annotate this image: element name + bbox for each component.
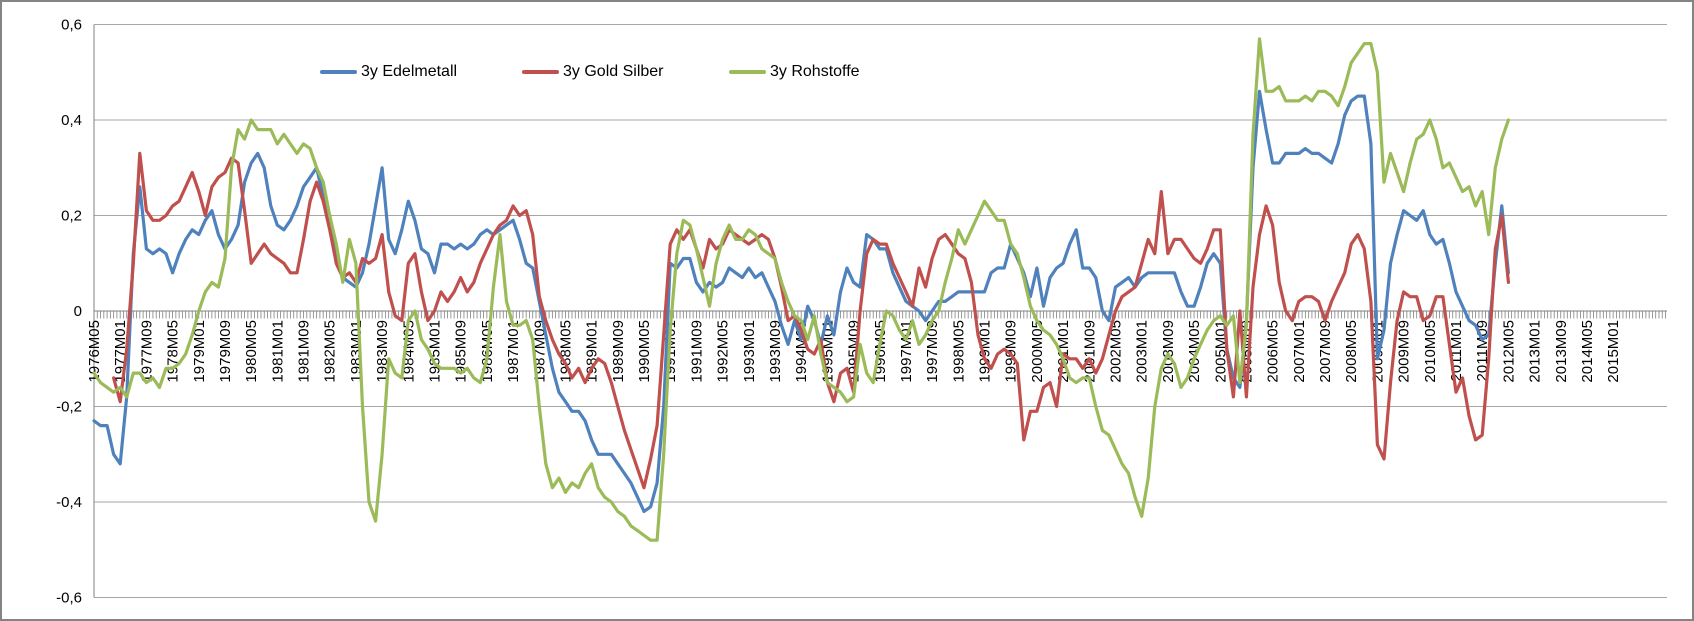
x-axis-tick-label: 1998M05: [950, 320, 967, 383]
x-axis-tick-label: 2014M05: [1579, 320, 1596, 383]
legend-line-swatch-blue: [320, 70, 357, 74]
x-axis-tick-label: 1989M01: [584, 320, 601, 383]
x-axis-tick-label: 1989M09: [610, 320, 627, 383]
x-axis-tick-label: 2012M05: [1500, 320, 1517, 383]
x-axis-tick-label: 1978M05: [165, 320, 182, 383]
legend-label: 3y Rohstoffe: [770, 63, 860, 80]
legend-item-gold-silber: 3y Gold Silber: [522, 63, 664, 81]
y-axis-tick-label: 0: [74, 303, 82, 320]
y-axis-tick-label: -0,4: [56, 494, 82, 511]
legend-item-rohstoffe: 3y Rohstoffe: [729, 63, 860, 81]
y-axis-tick-label: 0,6: [61, 17, 82, 34]
x-axis-tick-label: 1999M01: [977, 320, 994, 383]
y-axis-tick-label: 0,2: [61, 208, 82, 225]
x-axis-tick-label: 1977M09: [138, 320, 155, 383]
series-line-3y-rohstoffe: [92, 37, 1511, 542]
x-axis-tick-label: 1979M09: [217, 320, 234, 383]
legend-label: 3y Gold Silber: [563, 63, 664, 80]
x-axis-tick-label: 2010M05: [1422, 320, 1439, 383]
y-axis-tick-label: -0,6: [56, 590, 82, 607]
x-axis-tick-label: 2002M05: [1107, 320, 1124, 383]
series-line-3y-gold-silber: [111, 151, 1511, 490]
x-axis-tick-label: 2009M09: [1396, 320, 1413, 383]
x-axis-tick-label: 2003M01: [1134, 320, 1151, 383]
x-axis-tick-label: 1993M01: [741, 320, 758, 383]
x-axis-tick-label: 1980M05: [243, 320, 260, 383]
x-axis-tick-label: 1981M09: [296, 320, 313, 383]
x-axis-tick-label: 1979M01: [191, 320, 208, 383]
x-axis-tick-label: 2013M01: [1527, 320, 1544, 383]
x-axis-tick-label: 1993M09: [767, 320, 784, 383]
y-axis-tick-label: -0,2: [56, 399, 82, 416]
x-axis-tick-label: 1976M05: [86, 320, 103, 383]
x-axis-tick-label: 2001M01: [1055, 320, 1072, 383]
x-axis-tick-label: 2013M09: [1553, 320, 1570, 383]
x-axis-tick-label: 1992M05: [715, 320, 732, 383]
x-axis-tick-label: 1985M09: [453, 320, 470, 383]
x-axis-tick-label: 2003M09: [1160, 320, 1177, 383]
x-axis-tick-label: 2006M05: [1265, 320, 1282, 383]
x-axis-tick-label: 2007M09: [1317, 320, 1334, 383]
series-line-3y-edelmetall: [92, 89, 1511, 514]
legend-item-edelmetall: 3y Edelmetall: [320, 63, 457, 81]
x-axis-tick-label: 1988M05: [557, 320, 574, 383]
x-axis-tick-label: 1987M01: [505, 320, 522, 383]
x-axis-tick-label: 1991M09: [688, 320, 705, 383]
legend-line-swatch-red: [522, 70, 559, 74]
x-axis-tick-label: 1981M01: [269, 320, 286, 383]
legend-label: 3y Edelmetall: [361, 63, 458, 80]
x-axis-tick-label: 1999M09: [1003, 320, 1020, 383]
x-axis-tick-label: 2000M05: [1029, 320, 1046, 383]
y-axis-tick-label: 0,4: [61, 112, 82, 129]
x-axis-tick-label: 1997M09: [924, 320, 941, 383]
x-axis-tick-label: 2007M01: [1291, 320, 1308, 383]
legend-line-swatch-green: [729, 70, 766, 74]
x-axis-tick-label: 1990M05: [636, 320, 653, 383]
x-axis-tick-label: 2015M01: [1605, 320, 1622, 383]
x-axis-tick-label: 1982M05: [322, 320, 339, 383]
x-axis-tick-label: 2008M05: [1343, 320, 1360, 383]
